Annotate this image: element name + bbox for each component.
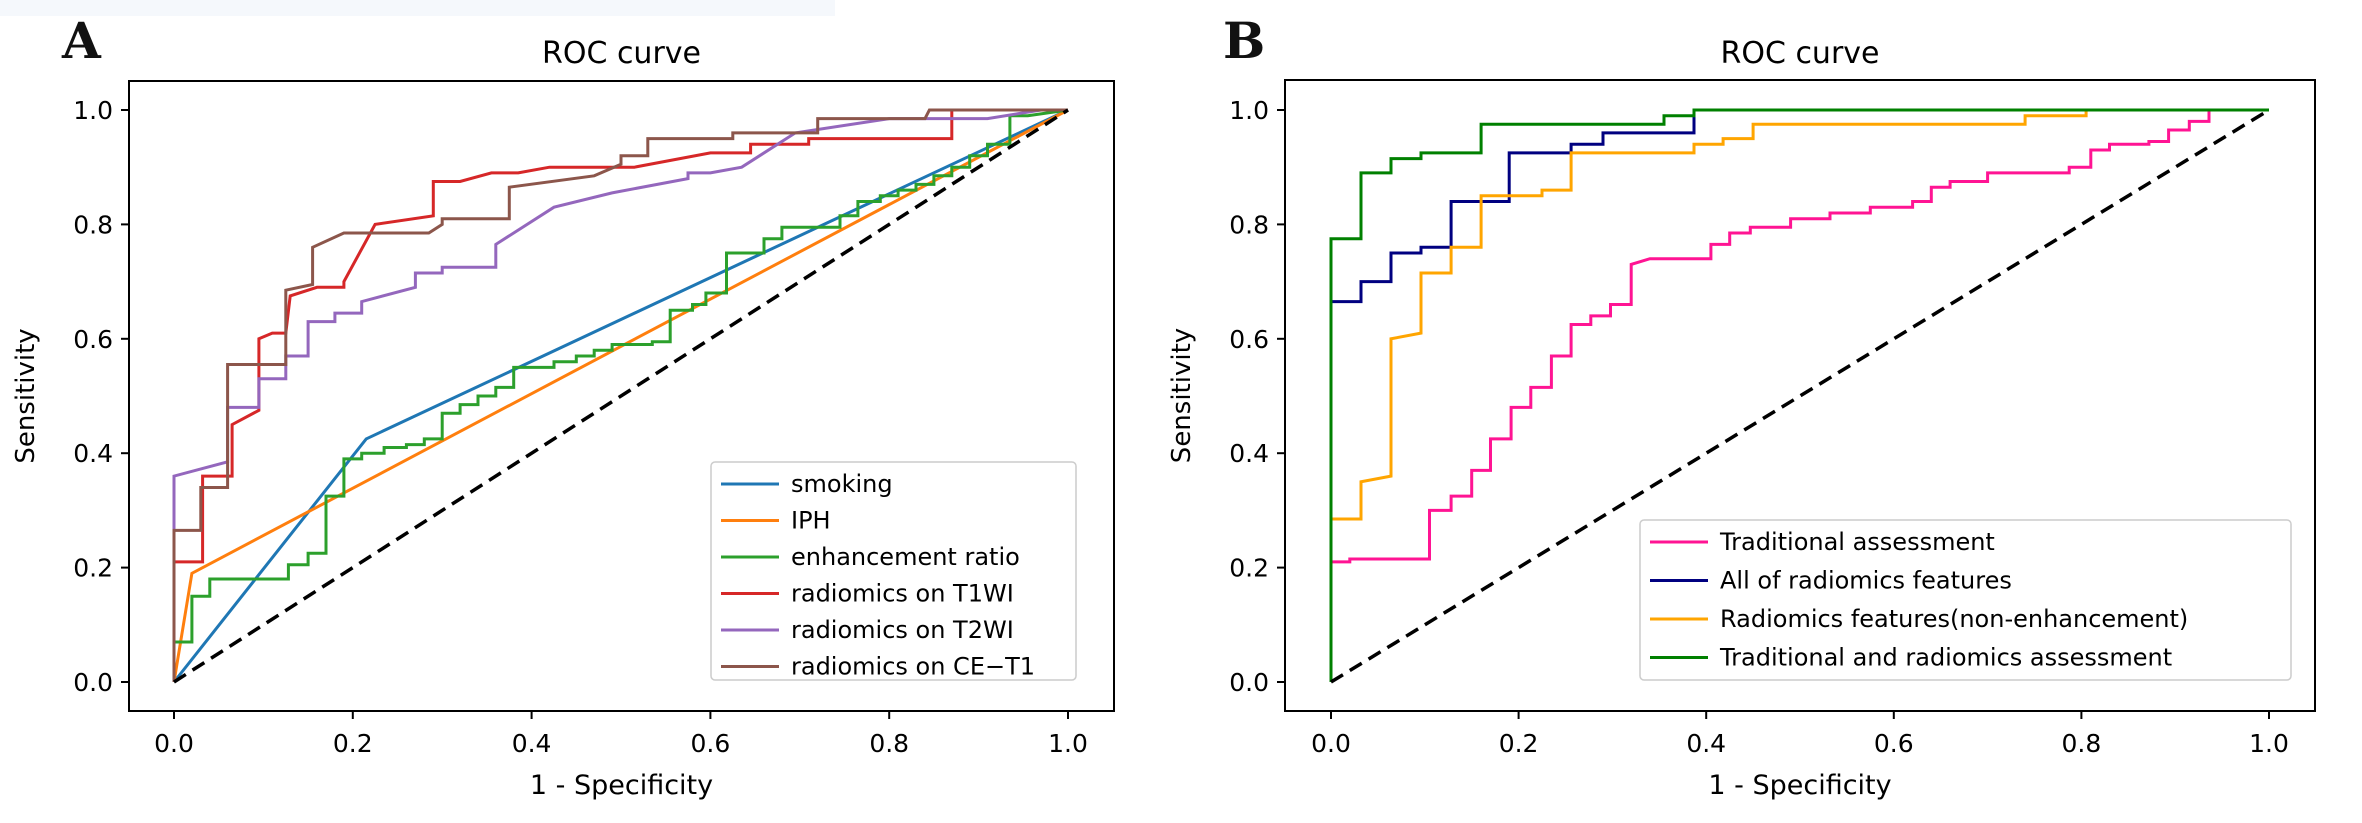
plot-area xyxy=(1329,108,2270,684)
x-tick-label: 1.0 xyxy=(2249,729,2289,758)
legend-label: Radiomics features(non-enhancement) xyxy=(1720,605,2188,633)
legend-item: Radiomics features(non-enhancement) xyxy=(1650,605,2188,633)
x-tick-label: 0.6 xyxy=(691,729,731,758)
panel-label: B xyxy=(1223,11,1265,70)
series-line-5 xyxy=(172,108,1068,682)
legend-label: Traditional assessment xyxy=(1719,528,1995,556)
y-tick-label: 1.0 xyxy=(1229,96,1269,125)
series-line-0 xyxy=(172,108,1069,683)
y-tick-label: 0.6 xyxy=(1229,325,1269,354)
legend-label: Traditional and radiomics assessment xyxy=(1719,644,2172,672)
y-tick-label: 0.4 xyxy=(73,439,113,468)
axes-frame xyxy=(1284,79,2316,712)
top-band xyxy=(0,0,835,16)
series-line-1 xyxy=(1329,108,2269,682)
chart-panel-a: A ROC curve 0.0 0.2 0.4 0.6 0.8 1.0 0.0 0.2 0.4 0.6… xyxy=(11,11,1115,801)
legend-frame xyxy=(1639,519,2292,681)
x-tick-label: 0.4 xyxy=(512,729,552,758)
series-line-0 xyxy=(1329,108,2269,682)
legend-frame xyxy=(710,461,1077,681)
legend-item: enhancement ratio xyxy=(721,543,1020,571)
chart-title: ROC curve xyxy=(542,36,701,71)
legend-label: radiomics on CE−T1 xyxy=(791,653,1035,681)
legend-item: IPH xyxy=(721,507,831,535)
y-tick-label: 0.4 xyxy=(1229,439,1269,468)
axes-frame xyxy=(128,80,1115,712)
y-tick-label: 0.8 xyxy=(1229,210,1269,239)
x-tick-label: 0.0 xyxy=(1311,729,1351,758)
x-axis-label: 1 - Specificity xyxy=(1708,770,1891,801)
y-tick-label: 0.2 xyxy=(1229,554,1269,583)
legend-item: radiomics on CE−T1 xyxy=(721,653,1035,681)
x-tick-label: 0.8 xyxy=(869,729,909,758)
legend-item: Traditional and radiomics assessment xyxy=(1650,644,2172,672)
legend-label: radiomics on T2WI xyxy=(791,616,1014,644)
legend-item: Traditional assessment xyxy=(1650,528,1995,556)
chance-diagonal-line xyxy=(1330,108,2270,684)
series-line-2 xyxy=(172,108,1069,682)
y-tick-label: 1.0 xyxy=(73,96,113,125)
series-line-3 xyxy=(172,108,1068,682)
legend-label: IPH xyxy=(791,507,831,535)
series-line-2 xyxy=(1329,108,2269,682)
x-axis-label: 1 - Specificity xyxy=(530,770,713,801)
y-tick-label: 0.6 xyxy=(73,325,113,354)
y-tick-label: 0.0 xyxy=(73,668,113,697)
x-tick-label: 1.0 xyxy=(1048,729,1088,758)
legend-item: radiomics on T1WI xyxy=(721,580,1014,608)
y-tick-label: 0.0 xyxy=(1229,668,1269,697)
legend-label: All of radiomics features xyxy=(1720,567,2012,595)
chance-diagonal-line xyxy=(173,108,1069,684)
legend: smoking IPH enhancement ratio radiomics on … xyxy=(710,461,1077,681)
x-tick-label: 0.8 xyxy=(2062,729,2102,758)
chart-title: ROC curve xyxy=(1721,36,1880,71)
series-line-3 xyxy=(1329,108,2269,682)
x-tick-label: 0.4 xyxy=(1686,729,1726,758)
legend-label: enhancement ratio xyxy=(791,543,1020,571)
x-tick-label: 0.2 xyxy=(333,729,373,758)
legend: Traditional assessment All of radiomics f… xyxy=(1639,519,2292,681)
legend-item: smoking xyxy=(721,470,893,498)
y-tick-label: 0.8 xyxy=(73,210,113,239)
legend-item: All of radiomics features xyxy=(1650,567,2012,595)
plot-area xyxy=(172,108,1069,684)
y-axis-label: Sensitivity xyxy=(1167,328,1197,463)
y-tick-label: 0.2 xyxy=(73,554,113,583)
panel-label: A xyxy=(61,11,102,70)
chart-panel-b: B ROC curve 0.0 0.2 0.4 0.6 0.8 1.0 0.0 0.2 0.4 0.6… xyxy=(1167,11,2316,801)
legend-item: radiomics on T2WI xyxy=(721,616,1014,644)
legend-label: smoking xyxy=(791,470,893,498)
y-axis-label: Sensitivity xyxy=(11,328,41,463)
x-tick-label: 0.0 xyxy=(154,729,194,758)
series-line-1 xyxy=(172,108,1069,683)
legend-label: radiomics on T1WI xyxy=(791,580,1014,608)
x-tick-label: 0.6 xyxy=(1874,729,1914,758)
x-tick-label: 0.2 xyxy=(1499,729,1539,758)
series-line-4 xyxy=(172,108,1068,682)
